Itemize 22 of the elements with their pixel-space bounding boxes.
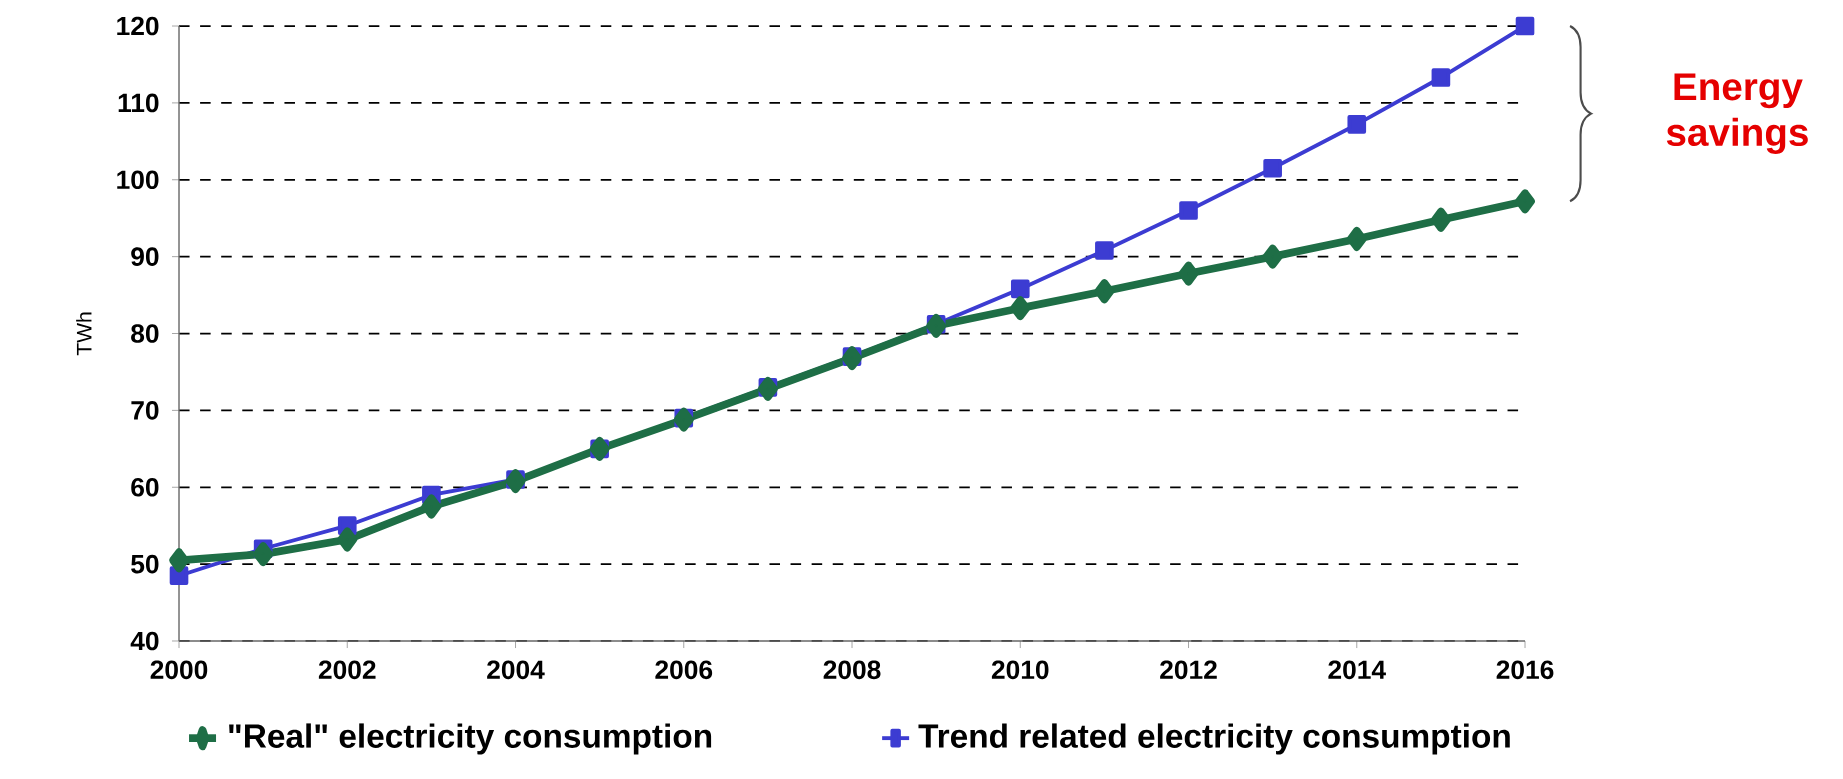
y-tick-label: 70: [131, 401, 159, 420]
x-tick-label: 2000: [150, 660, 208, 680]
x-tick-label: 2014: [1328, 660, 1386, 680]
legend-label: "Real" electricity consumption: [229, 723, 712, 755]
y-tick-label: 110: [118, 93, 159, 113]
text: Energy savings: [1666, 73, 1808, 154]
x-tick-label: 2010: [991, 660, 1049, 680]
y-tick-label: 60: [131, 477, 159, 497]
x-tick-label: 2004: [487, 660, 545, 680]
y-tick-label: 90: [131, 247, 159, 266]
y-tick-label: 50: [131, 554, 159, 574]
x-tick-label: 2012: [1160, 660, 1217, 680]
x-tick-label: 2006: [655, 660, 713, 680]
legend-label: Trend related electricity consumption: [918, 723, 1510, 755]
x-tick-label: 2016: [1496, 660, 1554, 680]
x-tick-label: 2002: [318, 660, 376, 680]
y-tick-label: 80: [131, 324, 159, 343]
y-axis-title: TWh: [76, 312, 92, 356]
y-tick-label: 120: [117, 16, 159, 36]
x-tick-label: 2008: [823, 660, 881, 680]
y-tick-label: 100: [117, 170, 159, 190]
y-tick-label: 40: [130, 631, 159, 651]
